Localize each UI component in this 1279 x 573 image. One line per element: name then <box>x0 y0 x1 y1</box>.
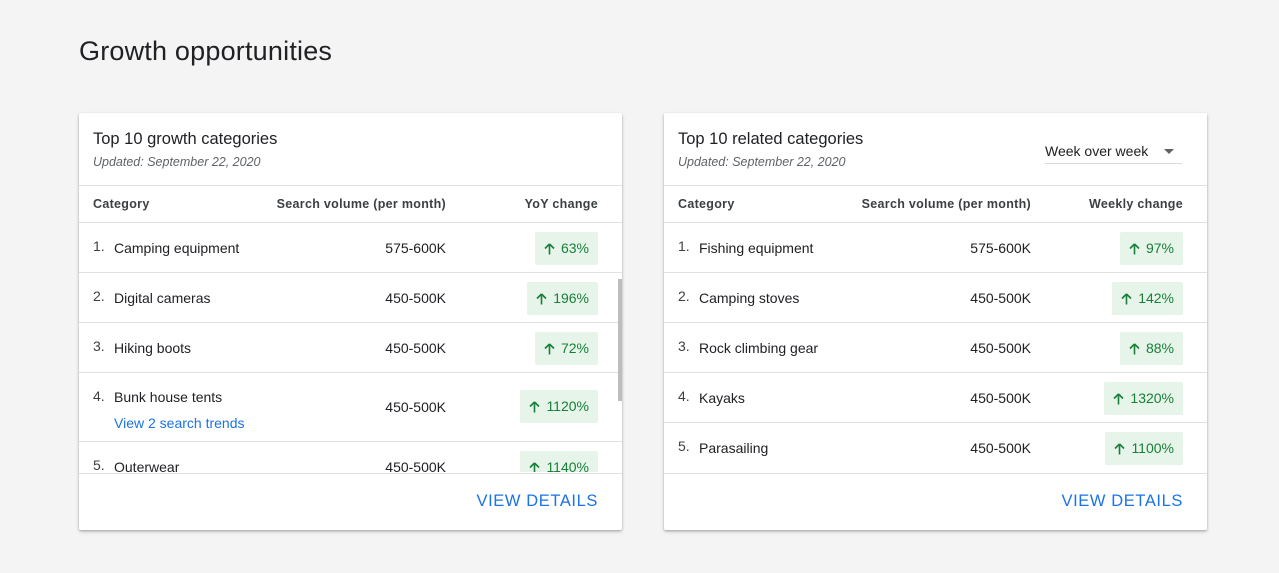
row-rank: 3. <box>678 338 690 354</box>
table-row: 2. Camping stoves 450-500K 142% <box>664 273 1207 323</box>
arrow-up-icon <box>536 292 547 305</box>
table-row: 1. Camping equipment 575-600K 63% <box>79 223 622 273</box>
scrollbar[interactable] <box>618 279 622 401</box>
table-row: 4. Kayaks 450-500K 1320% <box>664 373 1207 423</box>
category-name: Rock climbing gear <box>699 340 819 356</box>
column-header-volume: Search volume (per month) <box>861 197 1031 211</box>
table-row: 5. Outerwear 450-500K 1140% <box>79 442 622 472</box>
change-badge: 97% <box>1119 232 1183 265</box>
table-header: Category Search volume (per month) Weekl… <box>664 186 1207 223</box>
change-value: 63% <box>560 240 589 256</box>
category-name: Camping equipment <box>114 240 240 256</box>
updated-date: Updated: September 22, 2020 <box>678 155 846 169</box>
arrow-up-icon <box>544 342 555 355</box>
change-badge: 196% <box>527 282 598 315</box>
updated-date: Updated: September 22, 2020 <box>93 155 261 169</box>
growth-categories-card: Top 10 growth categories Updated: Septem… <box>79 113 622 530</box>
search-volume: 450-500K <box>385 459 446 472</box>
search-volume: 450-500K <box>385 399 446 415</box>
row-rank: 2. <box>678 288 690 304</box>
category-name: Parasailing <box>699 440 769 456</box>
change-value: 1140% <box>546 459 589 472</box>
change-value: 88% <box>1145 340 1174 356</box>
change-value: 196% <box>553 290 589 306</box>
arrow-up-icon <box>1113 392 1124 405</box>
search-volume: 450-500K <box>385 290 446 306</box>
table-row: 2. Digital cameras 450-500K 196% <box>79 273 622 323</box>
change-value: 1320% <box>1130 390 1174 406</box>
card-footer: VIEW DETAILS <box>79 473 622 530</box>
search-volume: 575-600K <box>970 240 1031 256</box>
row-rank: 1. <box>93 238 105 254</box>
page-title: Growth opportunities <box>79 36 333 66</box>
search-volume: 450-500K <box>970 340 1031 356</box>
related-categories-card: Top 10 related categories Updated: Septe… <box>664 113 1207 530</box>
change-value: 97% <box>1145 240 1174 256</box>
change-badge: 88% <box>1119 332 1183 365</box>
category-name: Hiking boots <box>114 340 192 356</box>
row-rank: 1. <box>678 238 690 254</box>
arrow-up-icon <box>1129 342 1140 355</box>
search-volume: 450-500K <box>970 390 1031 406</box>
view-search-trends-link[interactable]: View 2 search trends <box>114 415 245 431</box>
change-value: 1100% <box>1131 440 1174 456</box>
arrow-up-icon <box>529 400 541 413</box>
change-value: 142% <box>1138 290 1174 306</box>
card-title: Top 10 growth categories <box>93 130 278 148</box>
search-volume: 575-600K <box>385 240 446 256</box>
category-name: Kayaks <box>699 390 745 406</box>
change-badge: 72% <box>534 332 598 365</box>
view-details-button[interactable]: VIEW DETAILS <box>476 492 598 510</box>
card-title: Top 10 related categories <box>678 130 864 148</box>
category-name: Bunk house tents <box>114 389 223 405</box>
dropdown-caret-icon <box>1164 149 1174 154</box>
table-row: 5. Parasailing 450-500K 1100% <box>664 423 1207 472</box>
arrow-up-icon <box>529 461 541 472</box>
table-row: 1. Fishing equipment 575-600K 97% <box>664 223 1207 273</box>
row-rank: 4. <box>678 388 690 404</box>
period-select[interactable]: Week over week <box>1045 140 1182 164</box>
card-footer: VIEW DETAILS <box>664 473 1207 530</box>
change-badge: 1120% <box>520 390 598 423</box>
change-badge: 1140% <box>520 451 598 472</box>
row-rank: 5. <box>678 438 690 454</box>
category-name: Fishing equipment <box>699 240 814 256</box>
table-row: 4. Bunk house tents View 2 search trends… <box>79 373 622 442</box>
arrow-up-icon <box>544 242 555 255</box>
search-volume: 450-500K <box>970 440 1031 456</box>
column-header-volume: Search volume (per month) <box>276 197 446 211</box>
table-body[interactable]: 1. Camping equipment 575-600K 63% 2. Dig… <box>79 223 622 472</box>
column-header-change: Weekly change <box>1089 197 1183 211</box>
change-badge: 63% <box>534 232 598 265</box>
change-value: 1120% <box>546 398 589 414</box>
category-name: Outerwear <box>114 459 180 472</box>
period-select-value: Week over week <box>1045 143 1149 159</box>
row-rank: 4. <box>93 388 105 404</box>
change-badge: 1320% <box>1104 382 1183 415</box>
column-header-change: YoY change <box>524 197 598 211</box>
search-volume: 450-500K <box>385 340 446 356</box>
card-header: Top 10 related categories Updated: Septe… <box>664 113 1207 186</box>
column-header-category: Category <box>93 197 150 211</box>
table-body: 1. Fishing equipment 575-600K 97% 2. Cam… <box>664 223 1207 472</box>
row-rank: 3. <box>93 338 105 354</box>
change-value: 72% <box>560 340 589 356</box>
arrow-up-icon <box>1121 292 1132 305</box>
table-header: Category Search volume (per month) YoY c… <box>79 186 622 223</box>
change-badge: 142% <box>1112 282 1183 315</box>
column-header-category: Category <box>678 197 735 211</box>
view-details-button[interactable]: VIEW DETAILS <box>1061 492 1183 510</box>
row-rank: 2. <box>93 288 105 304</box>
arrow-up-icon <box>1129 242 1140 255</box>
category-name: Camping stoves <box>699 290 800 306</box>
arrow-up-icon <box>1114 442 1126 455</box>
card-header: Top 10 growth categories Updated: Septem… <box>79 113 622 186</box>
search-volume: 450-500K <box>970 290 1031 306</box>
change-badge: 1100% <box>1105 432 1183 465</box>
table-row: 3. Rock climbing gear 450-500K 88% <box>664 323 1207 373</box>
category-name: Digital cameras <box>114 290 211 306</box>
row-rank: 5. <box>93 457 105 472</box>
table-row: 3. Hiking boots 450-500K 72% <box>79 323 622 373</box>
